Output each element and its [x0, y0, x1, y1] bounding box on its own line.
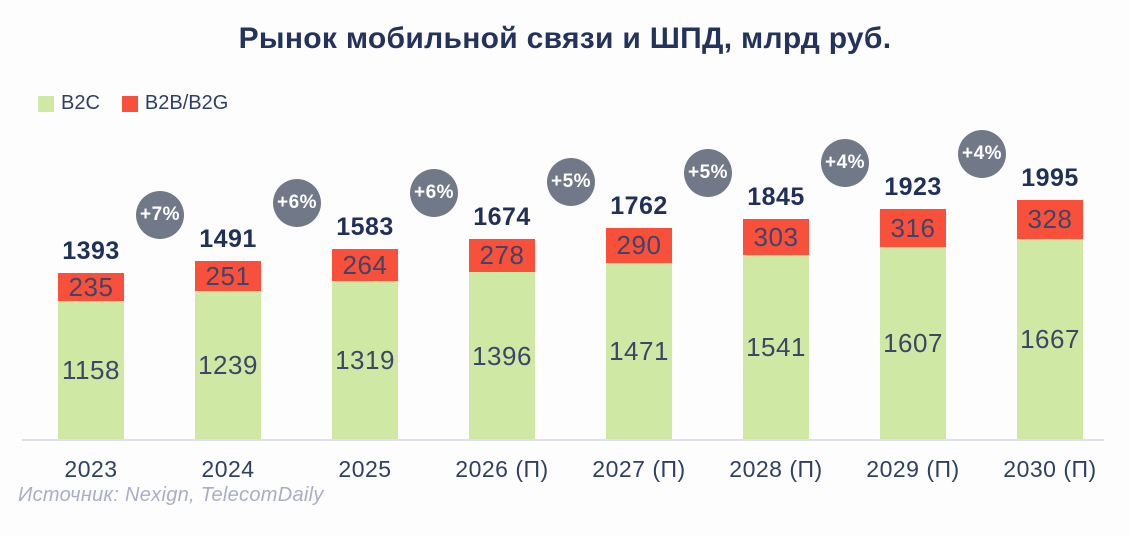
- b2c-segment: 1471: [606, 263, 672, 440]
- total-label: 1845: [747, 183, 805, 211]
- b2c-value: 1667: [1020, 324, 1080, 354]
- b2b-value: 328: [1027, 204, 1073, 234]
- b2b-segment: 303: [743, 219, 809, 255]
- growth-bubble: +5%: [547, 158, 595, 206]
- b2c-value: 1158: [62, 355, 120, 385]
- b2b-value: 290: [616, 230, 662, 260]
- year-label: 2024: [201, 456, 255, 482]
- bar-column-2023: 1393 235 1158 2023: [58, 237, 124, 482]
- bar-column-2026: 1674 278 1396 2026 (П) +6%: [410, 169, 548, 482]
- b2c-segment: 1396: [469, 272, 535, 440]
- total-label: 1762: [610, 192, 668, 220]
- b2b-value: 264: [342, 249, 388, 280]
- legend-label-b2b: B2B/B2G: [144, 92, 229, 114]
- b2b-segment: 290: [606, 228, 672, 263]
- bar-column-2027: 1762 290 1471 2027 (П) +5%: [547, 158, 685, 482]
- total-label: 1393: [62, 237, 120, 265]
- growth-bubble: +6%: [410, 169, 458, 217]
- b2c-value: 1396: [472, 340, 532, 371]
- bar-column-2024: 1491 251 1239 2024 +7%: [136, 191, 261, 482]
- b2b-color-swatch: [121, 95, 138, 112]
- year-label: 2023: [64, 456, 118, 482]
- growth-bubble: +7%: [136, 191, 184, 239]
- chart-title: Рынок мобильной связи и ШПД, млрд руб.: [238, 22, 892, 55]
- total-label: 1674: [473, 203, 531, 231]
- year-label: 2026 (П): [455, 456, 549, 482]
- b2b-value: 235: [68, 271, 114, 302]
- b2b-segment: 251: [195, 261, 261, 291]
- year-label: 2028 (П): [729, 456, 823, 482]
- b2c-segment: 1239: [195, 291, 261, 440]
- bar-column-2025: 1583 264 1319 2025 +6%: [273, 179, 398, 482]
- growth-bubble: +4%: [821, 139, 869, 187]
- chart-legend: B2C B2B/B2G: [38, 92, 228, 115]
- b2b-value: 278: [479, 240, 525, 270]
- growth-bubble: +4%: [958, 130, 1006, 178]
- b2c-value: 1471: [609, 336, 669, 366]
- b2b-value: 251: [205, 260, 251, 291]
- year-label: 2029 (П): [866, 456, 960, 482]
- b2c-value: 1541: [746, 332, 806, 362]
- b2c-value: 1607: [883, 328, 943, 358]
- bar-column-2028: 1845 303 1541 2028 (П) +5%: [684, 149, 822, 482]
- b2c-value: 1239: [198, 350, 258, 380]
- b2b-segment: 328: [1017, 200, 1083, 239]
- b2b-segment: 316: [880, 209, 946, 247]
- total-label: 1583: [336, 213, 394, 241]
- bar-column-2030: 1995 328 1667 2030 (П) +4%: [958, 130, 1096, 482]
- b2c-color-swatch: [38, 95, 54, 112]
- bar-column-2029: 1923 316 1607 2029 (П) +4%: [821, 139, 959, 482]
- growth-bubble: +5%: [684, 149, 732, 197]
- legend-label-b2c: B2C: [61, 92, 100, 114]
- total-label: 1995: [1021, 164, 1079, 192]
- x-axis-line: [22, 439, 1104, 441]
- year-label: 2030 (П): [1003, 456, 1097, 482]
- source-caption: Источник: Nexign, TelecomDaily: [18, 484, 324, 506]
- b2c-segment: 1667: [1017, 239, 1083, 440]
- total-label: 1491: [199, 225, 257, 253]
- total-label: 1923: [884, 173, 942, 201]
- b2b-value: 316: [890, 212, 936, 243]
- b2b-segment: 264: [332, 249, 398, 281]
- b2b-segment: 278: [469, 239, 535, 272]
- b2c-segment: 1541: [743, 255, 809, 440]
- legend-item-b2b: B2B/B2G: [121, 92, 229, 115]
- b2c-value: 1319: [335, 345, 395, 375]
- growth-bubble: +6%: [273, 179, 321, 227]
- b2c-segment: 1158: [58, 301, 124, 440]
- b2b-value: 303: [753, 221, 799, 252]
- b2c-segment: 1319: [332, 281, 398, 440]
- year-label: 2027 (П): [592, 456, 686, 482]
- b2b-segment: 235: [58, 271, 124, 302]
- legend-item-b2c: B2C: [38, 92, 100, 115]
- year-label: 2025: [338, 456, 392, 482]
- b2c-segment: 1607: [880, 247, 946, 440]
